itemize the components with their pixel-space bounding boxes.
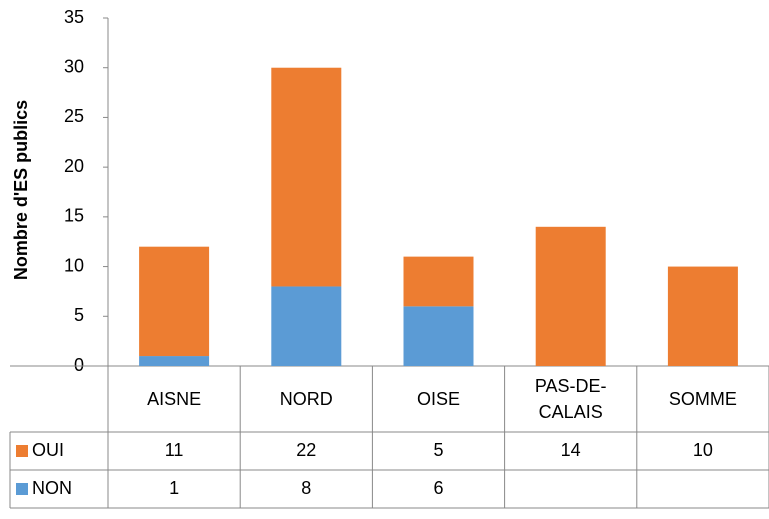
table-value: 22 [296,440,316,460]
table-value: 6 [433,478,443,498]
table-value: 11 [165,440,184,460]
y-tick-label: 30 [64,56,84,76]
table-value: 8 [301,478,311,498]
bar [139,246,210,357]
legend-key [16,445,28,457]
x-tick-label: PAS-DE-CALAIS [505,366,637,432]
x-tick-label: OISE [372,366,504,432]
y-tick-label: 35 [64,7,84,27]
table-value: 5 [433,440,443,460]
category-text: SOMME [668,389,737,409]
table-value: 1 [169,478,179,498]
legend-label: OUI [32,440,64,460]
category-text: OISE [416,389,460,409]
table-value: 10 [693,440,713,460]
bar [271,67,342,287]
legend-label: NON [32,478,72,498]
category-text: PAS-DE-CALAIS [534,376,607,422]
table-value: 14 [561,440,581,460]
y-axis-label: Nombre d'ES publics [11,100,31,280]
y-tick-label: 10 [64,255,84,275]
y-tick-label: 15 [64,206,84,226]
y-tick-label: 20 [64,156,84,176]
legend-key [16,483,28,495]
category-text: AISNE [147,389,202,409]
bar [667,266,738,366]
x-tick-label: NORD [240,366,372,432]
y-tick-label: 0 [74,355,84,375]
y-tick-label: 5 [74,305,84,325]
x-tick-label: SOMME [637,366,769,432]
y-tick-label: 25 [64,106,84,126]
bar [535,226,606,366]
bar [403,306,474,366]
bar [139,356,210,366]
x-tick-label: AISNE [108,366,240,432]
category-text: NORD [279,389,333,409]
bar [271,286,342,366]
bar [403,256,474,307]
